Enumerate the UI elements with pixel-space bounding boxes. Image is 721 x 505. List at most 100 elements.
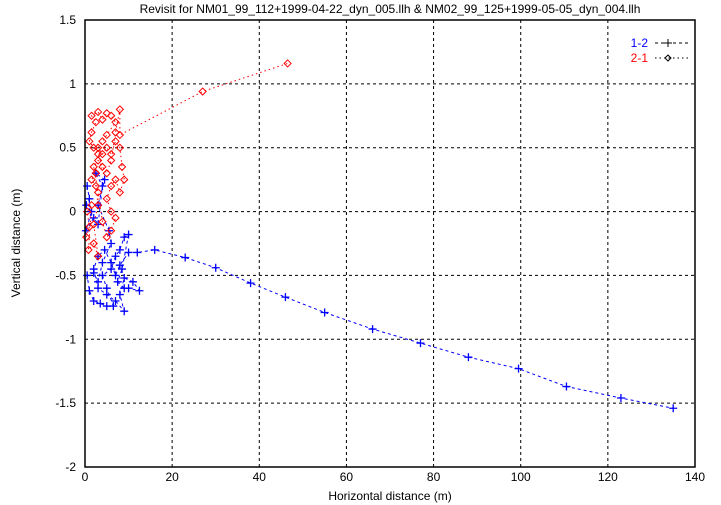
data-point xyxy=(111,128,120,137)
y-tick-label: -1.5 xyxy=(55,396,76,410)
data-point xyxy=(85,194,94,203)
x-tick-label: 80 xyxy=(427,470,441,484)
data-point xyxy=(115,143,125,152)
data-point xyxy=(115,105,125,114)
series-group xyxy=(81,59,678,413)
data-point xyxy=(562,382,571,391)
data-point xyxy=(98,115,107,124)
legend-label: 2-1 xyxy=(631,51,649,65)
data-point xyxy=(135,286,144,295)
data-point xyxy=(115,290,124,299)
y-tick-label: 1 xyxy=(69,77,76,91)
series-2-1 xyxy=(82,59,292,261)
data-point xyxy=(464,353,473,362)
data-point xyxy=(111,137,120,146)
data-point xyxy=(117,162,127,172)
plot-frame xyxy=(84,19,696,468)
data-point xyxy=(87,128,96,137)
data-point xyxy=(120,273,129,282)
legend-label: 1-2 xyxy=(631,36,649,50)
y-axis-label: Vertical distance (m) xyxy=(9,189,23,298)
data-point xyxy=(115,188,125,197)
data-point xyxy=(106,207,116,216)
data-point xyxy=(106,111,116,120)
data-point xyxy=(87,111,96,120)
data-point xyxy=(82,232,91,242)
data-point xyxy=(89,296,98,305)
series-line xyxy=(85,62,288,257)
data-point xyxy=(246,279,255,288)
x-tick-label: 60 xyxy=(340,470,354,484)
data-point xyxy=(94,284,103,293)
y-tick-label: 1.5 xyxy=(59,13,76,27)
data-point xyxy=(100,175,109,184)
data-point xyxy=(616,394,625,403)
legend-marker xyxy=(664,54,672,62)
x-tick-label: 20 xyxy=(165,470,179,484)
data-point xyxy=(111,296,120,305)
y-tick-label: -1 xyxy=(65,332,76,346)
data-point xyxy=(111,252,120,261)
data-point xyxy=(91,117,101,127)
data-point xyxy=(281,293,290,302)
data-point xyxy=(87,175,96,184)
x-tick-label: 120 xyxy=(598,470,618,484)
data-point xyxy=(150,245,159,254)
data-point xyxy=(181,253,190,262)
data-point xyxy=(93,252,103,261)
data-point xyxy=(514,364,523,373)
data-point xyxy=(211,263,220,272)
chart-title: Revisit for NM01_99_112+1999-04-22_dyn_0… xyxy=(140,2,641,16)
data-point xyxy=(111,213,120,223)
data-point xyxy=(89,265,98,274)
x-axis-label: Horizontal distance (m) xyxy=(328,489,451,503)
data-point xyxy=(91,169,101,178)
data-point xyxy=(106,156,116,165)
data-point xyxy=(115,245,124,254)
data-point xyxy=(109,302,118,311)
data-point xyxy=(320,308,329,317)
series-1-2 xyxy=(81,169,678,413)
data-point xyxy=(669,404,678,413)
axis-ticks: 0 20 40 60 80 100 120 140 -2 -1.5 -1 -0.5 0 0.5 1 1.5 xyxy=(55,13,705,484)
data-point xyxy=(120,307,129,316)
data-point xyxy=(94,220,103,229)
data-point xyxy=(102,143,111,152)
series-line xyxy=(85,172,674,409)
data-point xyxy=(128,277,137,286)
data-point xyxy=(107,258,116,267)
data-point xyxy=(98,162,107,172)
legend: 1-22-1 xyxy=(631,36,690,65)
data-point xyxy=(115,130,125,140)
data-point xyxy=(93,188,103,197)
data-point xyxy=(89,220,98,229)
x-tick-label: 0 xyxy=(82,470,89,484)
data-point xyxy=(102,232,111,242)
legend-marker xyxy=(664,39,672,47)
grid xyxy=(85,20,695,467)
data-point xyxy=(113,277,122,286)
data-point xyxy=(198,87,207,96)
data-point xyxy=(283,59,292,68)
data-point xyxy=(96,299,105,308)
data-point xyxy=(102,109,111,118)
y-tick-label: -0.5 xyxy=(55,268,76,282)
y-tick-label: -2 xyxy=(65,460,76,474)
data-point xyxy=(106,181,116,191)
data-point xyxy=(107,239,116,248)
data-point xyxy=(98,137,107,146)
data-point xyxy=(102,169,111,178)
data-point xyxy=(115,261,124,270)
x-tick-label: 140 xyxy=(685,470,705,484)
x-tick-label: 100 xyxy=(511,470,531,484)
data-point xyxy=(102,194,111,204)
data-point xyxy=(124,248,133,257)
data-point xyxy=(102,130,111,140)
data-point xyxy=(124,230,133,239)
data-point xyxy=(368,325,377,334)
data-point xyxy=(93,156,103,165)
data-point xyxy=(91,169,100,178)
data-point xyxy=(102,290,111,299)
data-point xyxy=(120,233,129,242)
